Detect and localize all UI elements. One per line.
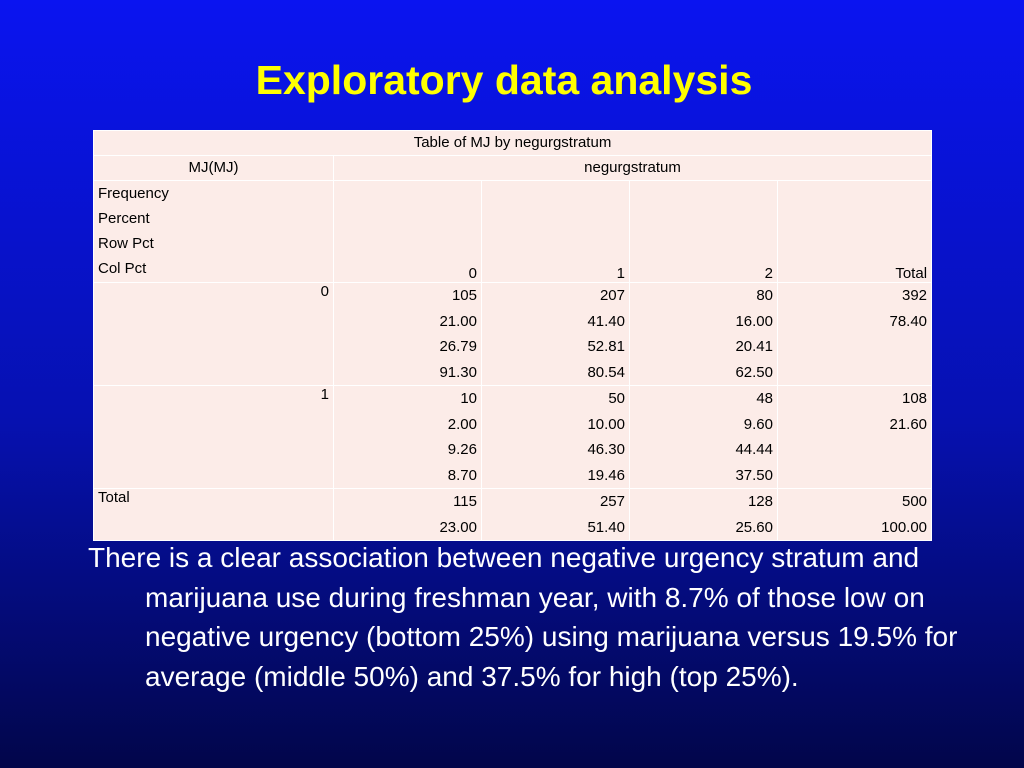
table-cell: 80 16.00 20.41 62.50	[629, 282, 778, 386]
stat-label-frequency: Frequency	[98, 185, 169, 202]
column-header-1: 1	[481, 180, 630, 283]
cell-frequency: 500	[902, 493, 928, 510]
cell-frequency: 115	[453, 493, 477, 510]
stat-label-percent: Percent	[98, 210, 150, 227]
cell-col-pct: 37.50	[735, 466, 773, 484]
table-row-total: Total 115 23.00 257 51.40 128 25.60 500 …	[93, 488, 933, 541]
cell-percent: 9.60	[743, 415, 773, 433]
column-header-total: Total	[776, 180, 933, 283]
table-cell: 10 2.00 9.26 8.70	[333, 385, 482, 489]
row-variable-header: MJ(MJ)	[93, 155, 334, 181]
cell-percent: 21.60	[889, 415, 928, 433]
cell-frequency: 392	[902, 287, 928, 304]
column-header-2: 2	[629, 180, 778, 283]
cell-col-pct: 91.30	[439, 363, 477, 381]
stat-label-col-pct: Col Pct	[98, 260, 147, 277]
variable-header-row: MJ(MJ) negurgstratum	[93, 155, 933, 181]
cell-frequency: 257	[599, 493, 625, 510]
column-header-0: 0	[333, 180, 482, 283]
cell-percent: 2.00	[447, 415, 477, 433]
table-cell-grand-total: 500 100.00	[776, 488, 933, 541]
cell-percent: 16.00	[735, 312, 773, 330]
table-cell-total: 257 51.40	[481, 488, 630, 541]
cell-col-pct: 8.70	[447, 466, 477, 484]
row-label: 0	[93, 282, 334, 386]
table-cell-total: 115 23.00	[333, 488, 482, 541]
cell-row-pct: 46.30	[587, 441, 625, 458]
crosstab-table-container: Table of MJ by negurgstratum MJ(MJ) negu…	[92, 130, 933, 541]
cell-frequency: 80	[756, 287, 773, 304]
table-cell-total: 128 25.60	[629, 488, 778, 541]
table-row-mj-1: 1 10 2.00 9.26 8.70 50 10.00 46.30 19.46…	[93, 385, 933, 489]
cell-row-pct: 20.41	[735, 338, 773, 355]
cell-col-pct: 62.50	[735, 363, 773, 381]
stat-label-row-pct: Row Pct	[98, 235, 154, 252]
cell-percent: 21.00	[439, 312, 477, 330]
row-label: 1	[93, 385, 334, 489]
table-cell: 105 21.00 26.79 91.30	[333, 282, 482, 386]
cell-percent: 100.00	[881, 518, 928, 536]
cell-frequency: 128	[747, 493, 773, 510]
table-row-mj-0: 0 105 21.00 26.79 91.30 207 41.40 52.81 …	[93, 282, 933, 386]
cell-frequency: 105	[451, 287, 477, 304]
crosstab-table: Table of MJ by negurgstratum MJ(MJ) negu…	[92, 130, 933, 541]
cell-percent: 51.40	[587, 518, 625, 536]
table-cell-total: 108 21.60	[776, 385, 933, 489]
cell-col-pct: 80.54	[587, 363, 625, 381]
cell-frequency: 48	[756, 390, 773, 407]
cell-row-pct: 26.79	[439, 338, 477, 355]
statistic-legend: Frequency Percent Row Pct Col Pct	[93, 180, 334, 283]
cell-percent: 23.00	[439, 518, 477, 536]
column-header-row: Frequency Percent Row Pct Col Pct 0 1 2 …	[93, 180, 933, 283]
cell-frequency: 108	[902, 390, 928, 407]
slide-title: Exploratory data analysis	[255, 57, 753, 103]
table-title-row: Table of MJ by negurgstratum	[92, 130, 933, 156]
row-label-total: Total	[93, 488, 334, 541]
cell-row-pct: 44.44	[735, 441, 773, 458]
cell-frequency: 207	[599, 287, 625, 304]
cell-frequency: 10	[460, 390, 477, 407]
cell-row-pct: 9.26	[447, 441, 477, 458]
cell-frequency: 50	[608, 390, 625, 407]
table-cell: 48 9.60 44.44 37.50	[629, 385, 778, 489]
table-title: Table of MJ by negurgstratum	[92, 130, 933, 156]
cell-col-pct: 19.46	[587, 466, 625, 484]
table-cell-total: 392 78.40	[776, 282, 933, 386]
table-cell: 50 10.00 46.30 19.46	[481, 385, 630, 489]
cell-percent: 25.60	[735, 518, 773, 536]
cell-row-pct: 52.81	[587, 338, 625, 355]
cell-percent: 78.40	[889, 312, 928, 330]
column-variable-header: negurgstratum	[332, 155, 933, 181]
slide-body-text: There is a clear association between neg…	[88, 542, 958, 692]
cell-percent: 10.00	[587, 415, 625, 433]
cell-percent: 41.40	[587, 312, 625, 330]
table-cell: 207 41.40 52.81 80.54	[481, 282, 630, 386]
